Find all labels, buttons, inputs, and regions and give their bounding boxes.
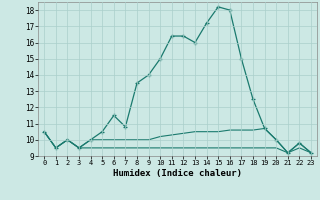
- X-axis label: Humidex (Indice chaleur): Humidex (Indice chaleur): [113, 169, 242, 178]
